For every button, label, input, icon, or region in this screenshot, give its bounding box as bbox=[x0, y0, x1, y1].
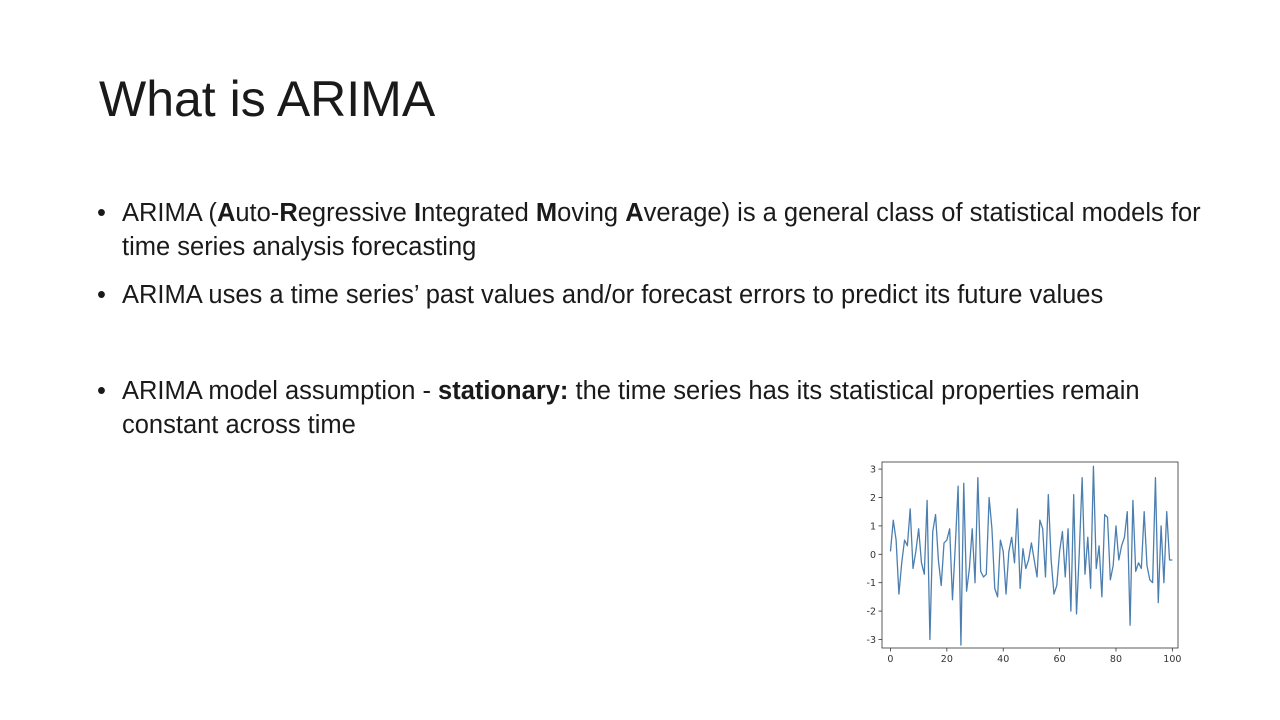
bullet-text: oving bbox=[557, 199, 626, 227]
bullet-text-bold: stationary: bbox=[438, 377, 569, 405]
y-tick-label: -3 bbox=[867, 635, 876, 646]
chart-svg: 0 20 40 60 80 100 -3 -2 -1 0 1 2 3 bbox=[867, 461, 1181, 665]
slide-title: What is ARIMA bbox=[99, 71, 436, 127]
bullet-text: the time series has its statistical prop… bbox=[122, 377, 1140, 439]
bullet-text: ARIMA model assumption - bbox=[122, 377, 439, 405]
bullet-marker: • bbox=[97, 281, 106, 309]
bullet-list: • ARIMA (Auto-Regressive Integrated Movin… bbox=[97, 196, 1207, 456]
x-tick-label: 100 bbox=[1163, 654, 1181, 665]
bullet-text: uto- bbox=[235, 199, 280, 227]
bullet-text-bold: A bbox=[625, 199, 644, 227]
x-tick-label: 20 bbox=[941, 654, 953, 665]
y-tick-label: 0 bbox=[870, 550, 876, 561]
bullet-item: • ARIMA (Auto-Regressive Integrated Movin… bbox=[97, 196, 1207, 264]
x-tick-label: 60 bbox=[1054, 654, 1066, 665]
bullet-text-bold: I bbox=[413, 199, 422, 227]
x-tick-label: 40 bbox=[997, 654, 1009, 665]
bullet-text-bold: M bbox=[535, 199, 558, 227]
time-series-chart: 0 20 40 60 80 100 -3 -2 -1 0 1 2 3 bbox=[852, 456, 1184, 670]
y-tick-label: 2 bbox=[870, 493, 876, 504]
bullet-text-bold: A bbox=[216, 199, 236, 227]
x-tick-label: 0 bbox=[887, 654, 893, 665]
bullet-text: ARIMA uses a time series’ past values an… bbox=[122, 281, 1104, 309]
y-tick-label: -1 bbox=[867, 578, 876, 589]
bullet-text: ARIMA ( bbox=[122, 199, 217, 227]
bullet-text-bold: R bbox=[279, 199, 298, 227]
bullet-item: • ARIMA uses a time series’ past values a… bbox=[97, 278, 1207, 312]
y-tick-label: 1 bbox=[870, 521, 876, 532]
bullet-marker: • bbox=[97, 199, 106, 227]
bullet-marker: • bbox=[97, 377, 106, 405]
bullet-item: • ARIMA model assumption - stationary: th… bbox=[97, 374, 1207, 442]
bullet-text: egressive bbox=[297, 199, 414, 227]
bullet-text: verage) is a general class of statistica… bbox=[122, 199, 1201, 261]
series-line bbox=[889, 465, 1173, 646]
y-tick-label: -2 bbox=[867, 607, 876, 618]
x-tick-label: 80 bbox=[1110, 654, 1122, 665]
bullet-text: ntegrated bbox=[421, 199, 536, 227]
plot-frame bbox=[881, 461, 1179, 649]
y-tick-label: 3 bbox=[870, 465, 876, 476]
